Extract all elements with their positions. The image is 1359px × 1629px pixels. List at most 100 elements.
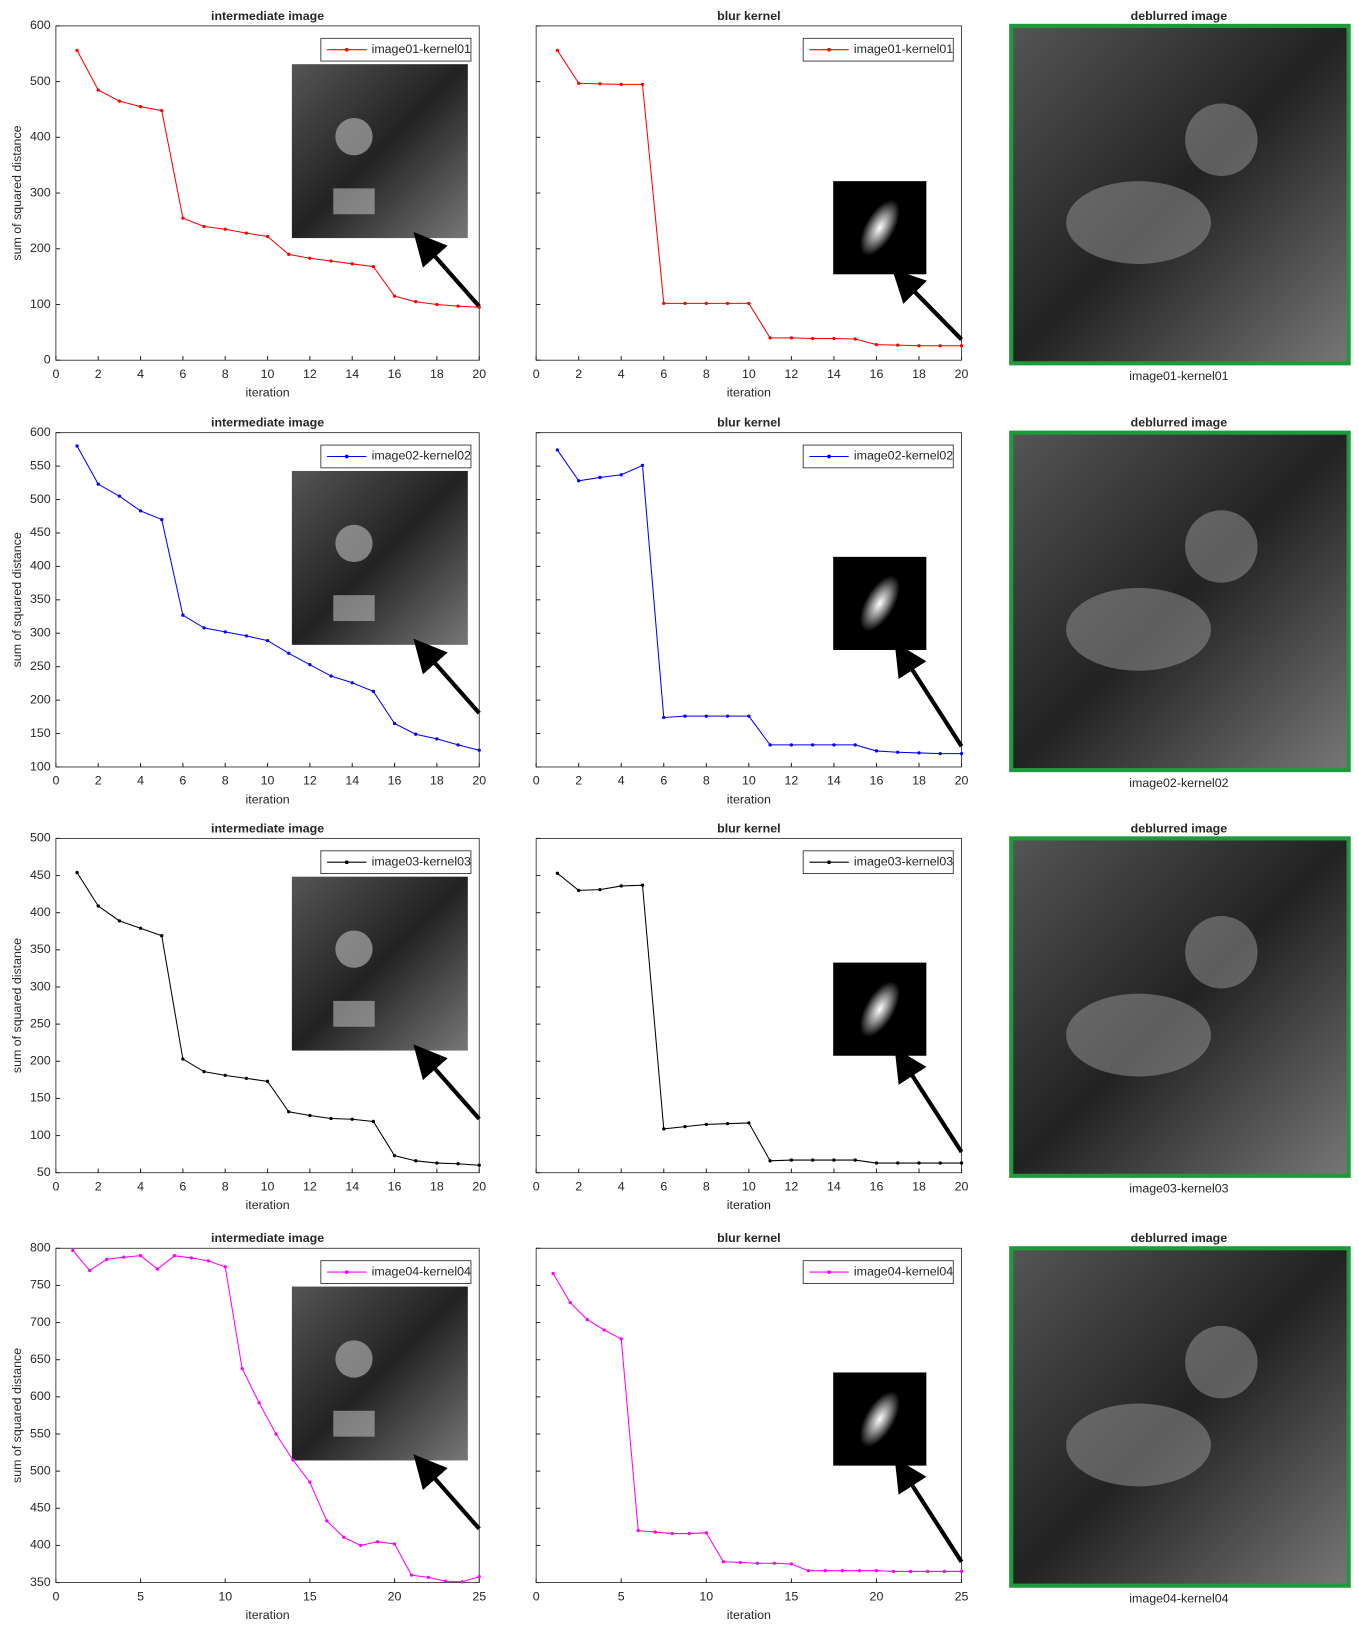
inset-image [292,877,468,1051]
y-tick-label: 750 [30,1278,51,1292]
x-tick-label: 16 [870,1179,884,1193]
data-point [705,1531,708,1534]
data-point [75,49,78,52]
data-point [637,1529,640,1532]
y-tick-label: 600 [30,1389,51,1403]
data-point [478,1164,481,1167]
y-axis-label: sum of squared distance [10,125,24,260]
data-point [287,253,290,256]
data-point [654,1530,657,1533]
data-point [598,82,601,85]
image-caption: image03-kernel03 [1129,1182,1228,1196]
image-detail [1185,104,1257,176]
data-point [435,1161,438,1164]
y-tick-label: 300 [30,626,51,640]
data-point [768,1159,771,1162]
y-tick-label: 150 [30,726,51,740]
data-point [308,1481,311,1484]
x-tick-label: 12 [784,774,798,788]
data-point [641,884,644,887]
inset-detail [333,1411,374,1437]
data-point [351,681,354,684]
data-point [291,1458,294,1461]
data-point [960,1161,963,1164]
x-tick-label: 20 [955,1179,969,1193]
inset-detail [333,595,374,621]
data-point [722,1560,725,1563]
x-tick-label: 18 [430,1179,444,1193]
data-point [832,337,835,340]
data-point [245,1077,248,1080]
x-tick-label: 10 [218,1589,232,1603]
x-tick-label: 18 [430,774,444,788]
image-title: deblurred image [1131,416,1228,430]
legend-label: image01-kernel01 [854,42,953,56]
y-tick-label: 400 [30,905,51,919]
data-point [257,1401,260,1404]
y-tick-label: 200 [30,1054,51,1068]
data-point [739,1561,742,1564]
data-point [854,743,857,746]
chart-title: intermediate image [211,416,324,430]
data-point [207,1259,210,1262]
data-point [118,99,121,102]
legend-label: image03-kernel03 [854,854,953,868]
data-point [160,518,163,521]
image-caption: image04-kernel04 [1129,1591,1228,1605]
data-point [122,1256,125,1259]
data-point [414,1159,417,1162]
data-point [756,1562,759,1565]
legend-label: image01-kernel01 [372,42,471,56]
x-tick-label: 10 [261,1179,275,1193]
data-point [359,1544,362,1547]
data-point [97,482,100,485]
image-title: deblurred image [1131,821,1228,835]
data-point [456,1162,459,1165]
image-detail [1066,181,1211,264]
y-tick-label: 0 [44,352,51,366]
y-tick-label: 500 [30,1463,51,1477]
y-tick-label: 500 [30,74,51,88]
data-point [960,344,963,347]
data-point [435,303,438,306]
data-point [917,751,920,754]
x-tick-label: 14 [345,1179,359,1193]
legend-marker [345,1270,349,1274]
x-tick-label: 20 [870,1589,884,1603]
data-point [444,1579,447,1582]
x-tick-label: 4 [618,1179,625,1193]
data-point [577,479,580,482]
data-point [811,1158,814,1161]
x-tick-label: 0 [52,774,59,788]
inset-detail [333,1001,374,1027]
x-tick-label: 20 [472,774,486,788]
data-point [139,105,142,108]
data-point [807,1569,810,1572]
x-tick-label: 16 [870,367,884,381]
data-point [393,1154,396,1157]
data-point [325,1519,328,1522]
x-axis-label: iteration [245,386,289,400]
data-point [118,919,121,922]
data-point [917,344,920,347]
x-tick-label: 14 [827,1179,841,1193]
data-point [747,1121,750,1124]
inset-image [292,471,468,645]
image-title: deblurred image [1131,1231,1228,1245]
x-tick-label: 0 [533,1179,540,1193]
data-point [875,343,878,346]
legend-marker [827,1270,831,1274]
x-tick-label: 2 [95,367,102,381]
data-point [960,752,963,755]
x-tick-label: 2 [575,367,582,381]
data-point [726,1122,729,1125]
y-tick-label: 450 [30,525,51,539]
legend-label: image04-kernel04 [372,1264,471,1278]
data-point [586,1318,589,1321]
inset-image [292,64,468,238]
x-tick-label: 5 [137,1589,144,1603]
x-tick-label: 0 [533,774,540,788]
data-point [427,1576,430,1579]
x-tick-label: 6 [660,1179,667,1193]
data-point [351,1118,354,1121]
